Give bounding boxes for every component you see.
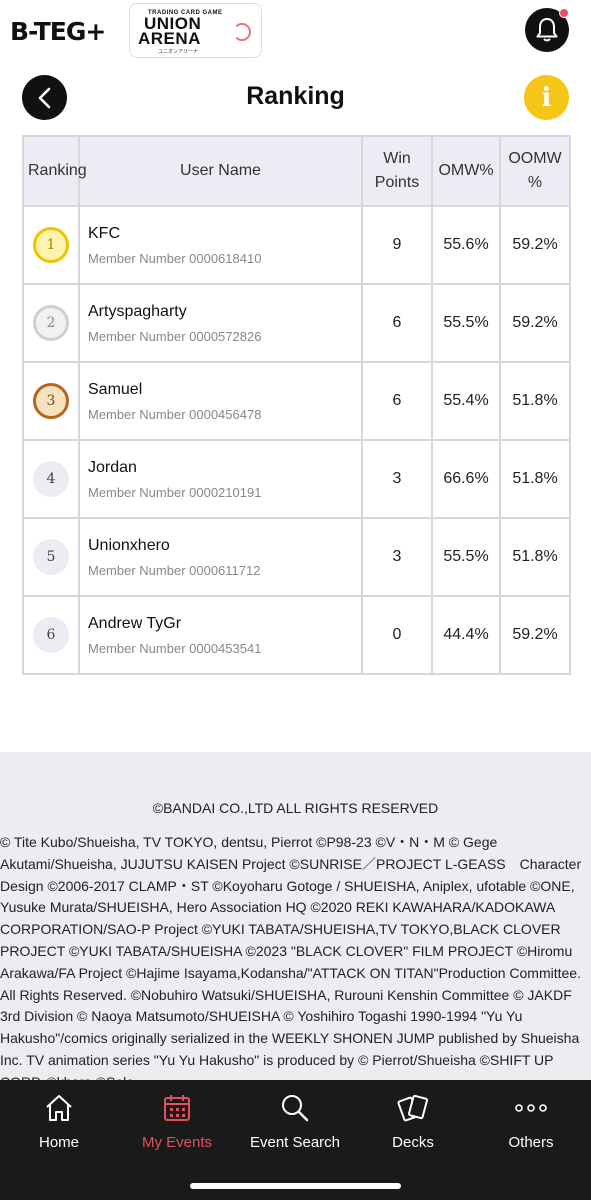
info-button[interactable]: i — [524, 75, 569, 120]
omw-cell: 66.6% — [431, 439, 501, 519]
nav-decks[interactable]: Decks — [354, 1090, 472, 1151]
nav-my-events[interactable]: My Events — [118, 1090, 236, 1151]
header-omw: OMW% — [431, 135, 501, 207]
info-icon: i — [541, 82, 552, 113]
user-name[interactable]: Unionxhero — [88, 536, 170, 554]
oomw-cell: 51.8% — [499, 439, 571, 519]
union-arena-logo[interactable]: TRADING CARD GAME UNION ARENA ユニオンアリーナ — [129, 3, 262, 58]
rank-medal-icon: 1 — [33, 227, 69, 263]
member-number: Member Number 0000453541 — [88, 640, 262, 656]
nav-decks-label: Decks — [392, 1134, 434, 1151]
omw-cell: 55.5% — [431, 283, 501, 363]
table-row[interactable]: 5 Unionxhero Member Number 0000611712 3 55.5… — [22, 517, 571, 597]
win-points-cell: 3 — [361, 517, 433, 597]
nav-others-label: Others — [508, 1134, 554, 1151]
logo-line1: UNION — [144, 14, 202, 33]
nav-my-events-label: My Events — [141, 1134, 213, 1151]
user-cell: Unionxhero Member Number 0000611712 — [78, 517, 363, 597]
brand-logo[interactable]: B-TEG+ — [10, 17, 106, 46]
oomw-cell: 59.2% — [499, 283, 571, 363]
member-number: Member Number 0000210191 — [88, 484, 262, 500]
oomw-cell: 51.8% — [499, 361, 571, 441]
member-number: Member Number 0000618410 — [88, 250, 262, 266]
more-icon — [515, 1104, 547, 1112]
notification-badge — [559, 8, 569, 18]
chevron-left-icon — [38, 87, 50, 108]
user-name[interactable]: KFC — [88, 224, 120, 242]
user-cell: KFC Member Number 0000618410 — [78, 205, 363, 285]
rank-cell: 2 — [22, 283, 80, 363]
win-points-cell: 9 — [361, 205, 433, 285]
member-number: Member Number 0000611712 — [88, 562, 261, 578]
rank-medal-icon: 4 — [33, 461, 69, 497]
nav-home[interactable]: Home — [0, 1090, 118, 1151]
header-user-name: User Name — [78, 135, 363, 207]
win-points-cell: 3 — [361, 439, 433, 519]
user-name[interactable]: Andrew TyGr — [88, 614, 182, 632]
logo-line2: ARENA — [138, 29, 201, 48]
omw-cell: 44.4% — [431, 595, 501, 675]
rank-medal-icon: 2 — [33, 305, 69, 341]
rank-cell: 4 — [22, 439, 80, 519]
header-oomw: OOMW % — [499, 135, 571, 207]
table-row[interactable]: 2 Artyspagharty Member Number 0000572826 6 5… — [22, 283, 571, 363]
nav-event-search[interactable]: Event Search — [236, 1090, 354, 1151]
home-icon — [46, 1095, 72, 1121]
user-cell: Andrew TyGr Member Number 0000453541 — [78, 595, 363, 675]
header-win-points: Win Points — [361, 135, 433, 207]
cards-icon — [397, 1094, 429, 1122]
member-number: Member Number 0000572826 — [88, 328, 262, 344]
table-row[interactable]: 1 KFC Member Number 0000618410 9 55.6% 59.2% — [22, 205, 571, 285]
back-button[interactable] — [22, 75, 67, 120]
member-number: Member Number 0000456478 — [88, 406, 262, 422]
nav-others[interactable]: Others — [472, 1090, 590, 1151]
header-ranking: Ranking — [22, 135, 87, 207]
switch-icon — [233, 23, 251, 41]
copyright-credits: © Tite Kubo/Shueisha, TV TOKYO, dentsu, … — [0, 834, 582, 1090]
omw-cell: 55.4% — [431, 361, 501, 441]
copyright-main: ©BANDAI CO.,LTD ALL RIGHTS RESERVED — [152, 800, 439, 816]
omw-cell: 55.5% — [431, 517, 501, 597]
bell-icon — [536, 18, 558, 42]
win-points-cell: 6 — [361, 283, 433, 363]
table-row[interactable]: 4 Jordan Member Number 0000210191 3 66.6% 51.… — [22, 439, 571, 519]
bottom-nav: Home My Events Event Search — [0, 1080, 591, 1200]
table-row[interactable]: 3 Samuel Member Number 0000456478 6 55.4% 51.… — [22, 361, 571, 441]
rank-medal-icon: 3 — [33, 383, 69, 419]
rank-cell: 5 — [22, 517, 80, 597]
table-row[interactable]: 6 Andrew TyGr Member Number 0000453541 0 44.… — [22, 595, 571, 675]
user-name[interactable]: Artyspagharty — [88, 302, 187, 320]
oomw-cell: 59.2% — [499, 595, 571, 675]
omw-cell: 55.6% — [431, 205, 501, 285]
search-icon — [282, 1095, 309, 1122]
rank-medal-icon: 6 — [33, 617, 69, 653]
rank-cell: 1 — [22, 205, 80, 285]
nav-event-search-label: Event Search — [249, 1134, 341, 1151]
oomw-cell: 59.2% — [499, 205, 571, 285]
user-cell: Samuel Member Number 0000456478 — [78, 361, 363, 441]
rank-medal-icon: 5 — [33, 539, 69, 575]
win-points-cell: 0 — [361, 595, 433, 675]
rank-cell: 3 — [22, 361, 80, 441]
top-bar: B-TEG+ TRADING CARD GAME UNION ARENA ユニオ… — [0, 0, 591, 62]
rank-cell: 6 — [22, 595, 80, 675]
logo-tagline: TRADING CARD GAME — [148, 10, 223, 16]
logo-kana: ユニオンアリーナ — [158, 49, 199, 55]
nav-home-label: Home — [38, 1134, 79, 1151]
calendar-icon — [164, 1095, 190, 1121]
ranking-table: Ranking User Name Win Points OMW% OOMW %… — [22, 135, 571, 675]
footer: ©BANDAI CO.,LTD ALL RIGHTS RESERVED © Ti… — [0, 752, 591, 1090]
win-points-cell: 6 — [361, 361, 433, 441]
table-header-row: Ranking User Name Win Points OMW% OOMW % — [22, 135, 571, 207]
user-name[interactable]: Samuel — [88, 380, 143, 398]
page-title: Ranking — [246, 82, 345, 110]
oomw-cell: 51.8% — [499, 517, 571, 597]
user-cell: Jordan Member Number 0000210191 — [78, 439, 363, 519]
user-cell: Artyspagharty Member Number 0000572826 — [78, 283, 363, 363]
user-name[interactable]: Jordan — [88, 458, 137, 476]
home-indicator — [190, 1183, 401, 1189]
